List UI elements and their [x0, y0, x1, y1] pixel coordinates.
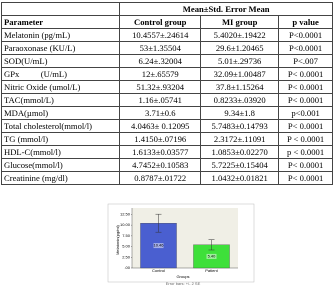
y-tick-label: 10.00 [120, 222, 131, 227]
chart-frame [107, 203, 255, 283]
table-row: Melatonin (pg/mL) 10.4557±.24614 5.4020±.1… [0, 28, 333, 42]
header-row: Mean±Std. Error Mean [0, 2, 333, 16]
table-cell: 1.0432±0.01821 [200, 171, 280, 185]
y-tick-label: 5.00 [122, 244, 131, 249]
results-table: Mean±Std. Error Mean Parameter Control gr… [0, 2, 333, 185]
footnote: Error bars: +/- 2 SE [166, 281, 201, 286]
table-row: Creatinine (mg/dl) 0.8787±.01722 1.0432±0.… [0, 171, 333, 185]
y-tick-label: 7.50 [122, 233, 131, 238]
table-row: Paraoxonase (KU/L) 53±1.35504 29.6±1.20465… [0, 41, 333, 55]
y-tick-label: 2.50 [122, 254, 131, 259]
table-cell: P < 0.0001 [278, 132, 333, 146]
x-tick-label: Patient [205, 268, 218, 273]
x-tick-label: Control [152, 268, 165, 273]
y-tick-label: .00 [124, 265, 130, 270]
value-label-box [153, 243, 164, 249]
table-cell: Creatinine (mg/dl) [0, 171, 121, 185]
table-row: Total cholesterol(mmol/l) 4.0463± 0.12095… [0, 119, 333, 133]
y-tick-label: 12.50 [120, 211, 131, 216]
table-cell: p value [278, 15, 333, 29]
table-cell: P< 0.0001 [278, 171, 333, 185]
x-axis-label: Groups [176, 274, 189, 279]
table-row: MDA(µmol) 3.71±0.6 9.34±1.8 p<0.001 [0, 106, 333, 120]
value-label: 10.46 [153, 243, 164, 248]
table-cell: P< 0.0001 [278, 119, 333, 133]
y-axis-label: Melatonin(pg/ml) [115, 224, 120, 254]
table-cell: Melatonin (pg/mL) [0, 28, 121, 42]
table-row: HDL-C(mmol/l) 1.6133±0.03577 1.0853±0.0227… [0, 145, 333, 159]
table-row: GPx (U/mL) 12±.65579 32.09±1.00487 P< 0.000… [0, 67, 333, 81]
table-row: TAC(mmol/L) 1.16±.05741 0.8233±.03920 P< 0.… [0, 93, 333, 107]
value-label: 5.40 [208, 253, 217, 258]
value-label-box [206, 253, 217, 259]
